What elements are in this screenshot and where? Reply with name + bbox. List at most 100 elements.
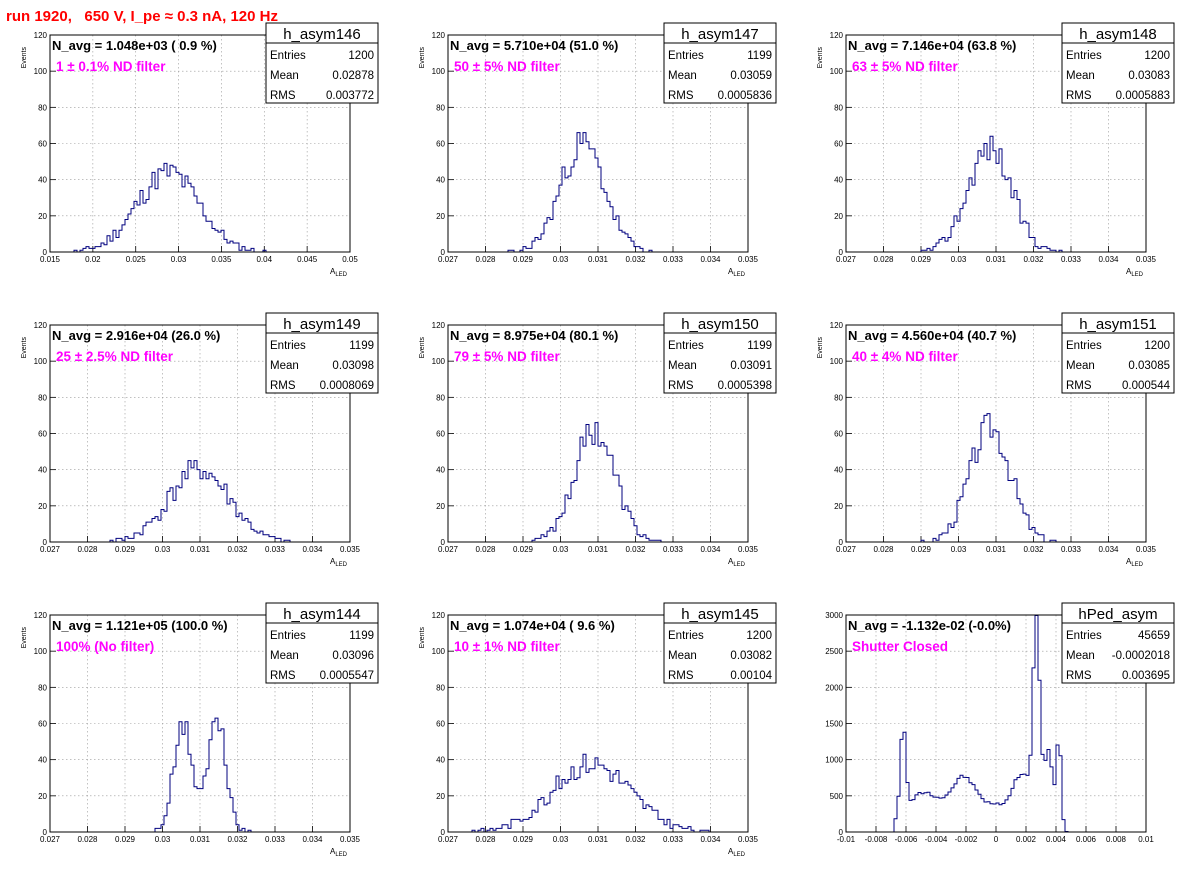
x-tick-label: 0.015 xyxy=(40,255,61,264)
x-tick-label: 0.034 xyxy=(700,835,721,844)
stats-box: h_asym146 Entries 1200 Mean 0.02878 RMS 0.0037… xyxy=(265,22,379,104)
y-tick-label: 100 xyxy=(34,357,48,366)
x-tick-label: 0.028 xyxy=(77,545,98,554)
y-tick-label: 60 xyxy=(834,430,843,439)
y-tick-label: 40 xyxy=(38,176,47,185)
y-tick-label: 20 xyxy=(436,792,445,801)
y-tick-label: 80 xyxy=(436,393,445,402)
stats-key-rms: RMS xyxy=(668,90,694,102)
x-tick-label: 0.032 xyxy=(227,545,248,554)
y-tick-label: 80 xyxy=(436,683,445,692)
panel-h_asym151: 0.027 0.028 0.029 0.03 0.031 0.032 0.033 0.034 0… xyxy=(817,312,1175,568)
x-tick-label: 0.035 xyxy=(340,835,361,844)
histogram-steps xyxy=(846,135,1146,253)
stats-value-entries: 1199 xyxy=(747,50,772,62)
stats-box-frame xyxy=(265,312,379,394)
stats-key-mean: Mean xyxy=(1066,360,1095,372)
y-axis-label: Events xyxy=(817,337,824,359)
panel-h_asym144: 0.027 0.028 0.029 0.03 0.031 0.032 0.033 0.034 0… xyxy=(21,602,379,858)
stats-key-entries: Entries xyxy=(270,340,306,352)
x-tick-label: 0.031 xyxy=(588,255,609,264)
x-tick-label: 0.035 xyxy=(1136,255,1157,264)
x-tick-label: 0.029 xyxy=(513,255,534,264)
x-axis-label: ALED xyxy=(728,847,746,858)
x-tick-label: 0.028 xyxy=(873,545,894,554)
x-tick-label: 0.032 xyxy=(625,255,646,264)
y-tick-label: 0 xyxy=(441,538,446,547)
n-avg-header: N_avg = 4.560e+04 (40.7 %) xyxy=(848,328,1016,343)
y-tick-label: 120 xyxy=(432,611,446,620)
n-avg-header: N_avg = 7.146e+04 (63.8 %) xyxy=(848,38,1016,53)
y-tick-label: 2500 xyxy=(825,647,843,656)
y-tick-label: 20 xyxy=(436,502,445,511)
x-tick-label: 0.029 xyxy=(513,835,534,844)
y-tick-label: 20 xyxy=(38,502,47,511)
n-avg-header: N_avg = 1.121e+05 (100.0 %) xyxy=(52,618,228,633)
stats-box: h_asym150 Entries 1199 Mean 0.03091 RMS 0.0005… xyxy=(663,312,777,394)
x-tick-label: 0.028 xyxy=(77,835,98,844)
x-tick-label: 0.028 xyxy=(475,835,496,844)
stats-value-entries: 1200 xyxy=(1144,340,1170,352)
x-tick-label: 0.03 xyxy=(553,835,569,844)
y-tick-label: 80 xyxy=(834,393,843,402)
y-tick-label: 20 xyxy=(834,212,843,221)
x-tick-label: -0.01 xyxy=(837,835,856,844)
x-axis-label: ALED xyxy=(1126,267,1144,278)
x-tick-label: 0.035 xyxy=(738,545,759,554)
x-tick-label: -0.008 xyxy=(865,835,888,844)
y-tick-label: 500 xyxy=(830,792,844,801)
y-axis-label: Events xyxy=(419,627,426,649)
stats-key-rms: RMS xyxy=(270,90,296,102)
y-tick-label: 100 xyxy=(830,357,844,366)
x-axis-label: ALED xyxy=(728,267,746,278)
stats-value-rms: 0.0005883 xyxy=(1116,90,1170,102)
stats-key-rms: RMS xyxy=(270,670,296,682)
y-tick-label: 40 xyxy=(436,176,445,185)
y-tick-label: 0 xyxy=(43,538,48,547)
x-tick-label: 0.032 xyxy=(625,545,646,554)
filter-annotation: 50 ± 5% ND filter xyxy=(454,59,560,74)
x-tick-label: 0.029 xyxy=(115,835,136,844)
y-axis-label: Events xyxy=(419,47,426,69)
x-tick-label: 0.034 xyxy=(302,545,323,554)
x-tick-label: 0.031 xyxy=(986,545,1007,554)
stats-key-entries: Entries xyxy=(668,630,704,642)
run-title: run 1920, 650 V, I_pe ≈ 0.3 nA, 120 Hz xyxy=(6,8,278,25)
x-tick-label: 0.03 xyxy=(553,255,569,264)
y-tick-label: 80 xyxy=(38,393,47,402)
x-tick-label: 0.035 xyxy=(340,545,361,554)
stats-box-frame xyxy=(1061,312,1175,394)
y-tick-label: 60 xyxy=(38,140,47,149)
x-tick-label: 0.032 xyxy=(625,835,646,844)
y-tick-label: 0 xyxy=(43,248,48,257)
panel-h_asym148: 0.027 0.028 0.029 0.03 0.031 0.032 0.033 0.034 0… xyxy=(817,22,1175,278)
filter-annotation: 100% (No filter) xyxy=(56,639,154,654)
panel-h_asym146: 0.015 0.02 0.025 0.03 0.035 0.04 0.045 0.05 0 20 4… xyxy=(21,22,379,278)
y-tick-label: 100 xyxy=(830,67,844,76)
stats-value-entries: 1200 xyxy=(1144,50,1170,62)
panel-h_asym149: 0.027 0.028 0.029 0.03 0.031 0.032 0.033 0.034 0… xyxy=(21,312,379,568)
histogram-steps xyxy=(50,460,350,543)
panel-h_asym150: 0.027 0.028 0.029 0.03 0.031 0.032 0.033 0.034 0… xyxy=(419,312,777,568)
plot-frame xyxy=(49,614,351,833)
x-tick-label: 0.03 xyxy=(155,835,171,844)
stats-box-frame xyxy=(1061,22,1175,104)
x-tick-label: 0.004 xyxy=(1046,835,1067,844)
y-tick-label: 20 xyxy=(38,792,47,801)
y-tick-label: 40 xyxy=(834,466,843,475)
stats-box: hPed_asym Entries 45659 Mean -0.0002018 RMS 0.… xyxy=(1061,602,1175,684)
stats-value-rms: 0.003695 xyxy=(1122,670,1170,682)
stats-box-frame xyxy=(265,22,379,104)
x-tick-label: 0.033 xyxy=(265,545,286,554)
stats-key-entries: Entries xyxy=(270,630,306,642)
y-tick-label: 20 xyxy=(38,212,47,221)
x-tick-label: 0.03 xyxy=(951,255,967,264)
y-tick-label: 120 xyxy=(34,611,48,620)
y-tick-label: 0 xyxy=(441,248,446,257)
x-tick-label: 0.027 xyxy=(438,835,459,844)
stats-box: h_asym148 Entries 1200 Mean 0.03083 RMS 0.0005… xyxy=(1061,22,1175,104)
filter-annotation: 79 ± 5% ND filter xyxy=(454,349,560,364)
plot-frame xyxy=(447,614,749,833)
x-tick-label: 0.006 xyxy=(1076,835,1097,844)
x-tick-label: 0.027 xyxy=(438,545,459,554)
